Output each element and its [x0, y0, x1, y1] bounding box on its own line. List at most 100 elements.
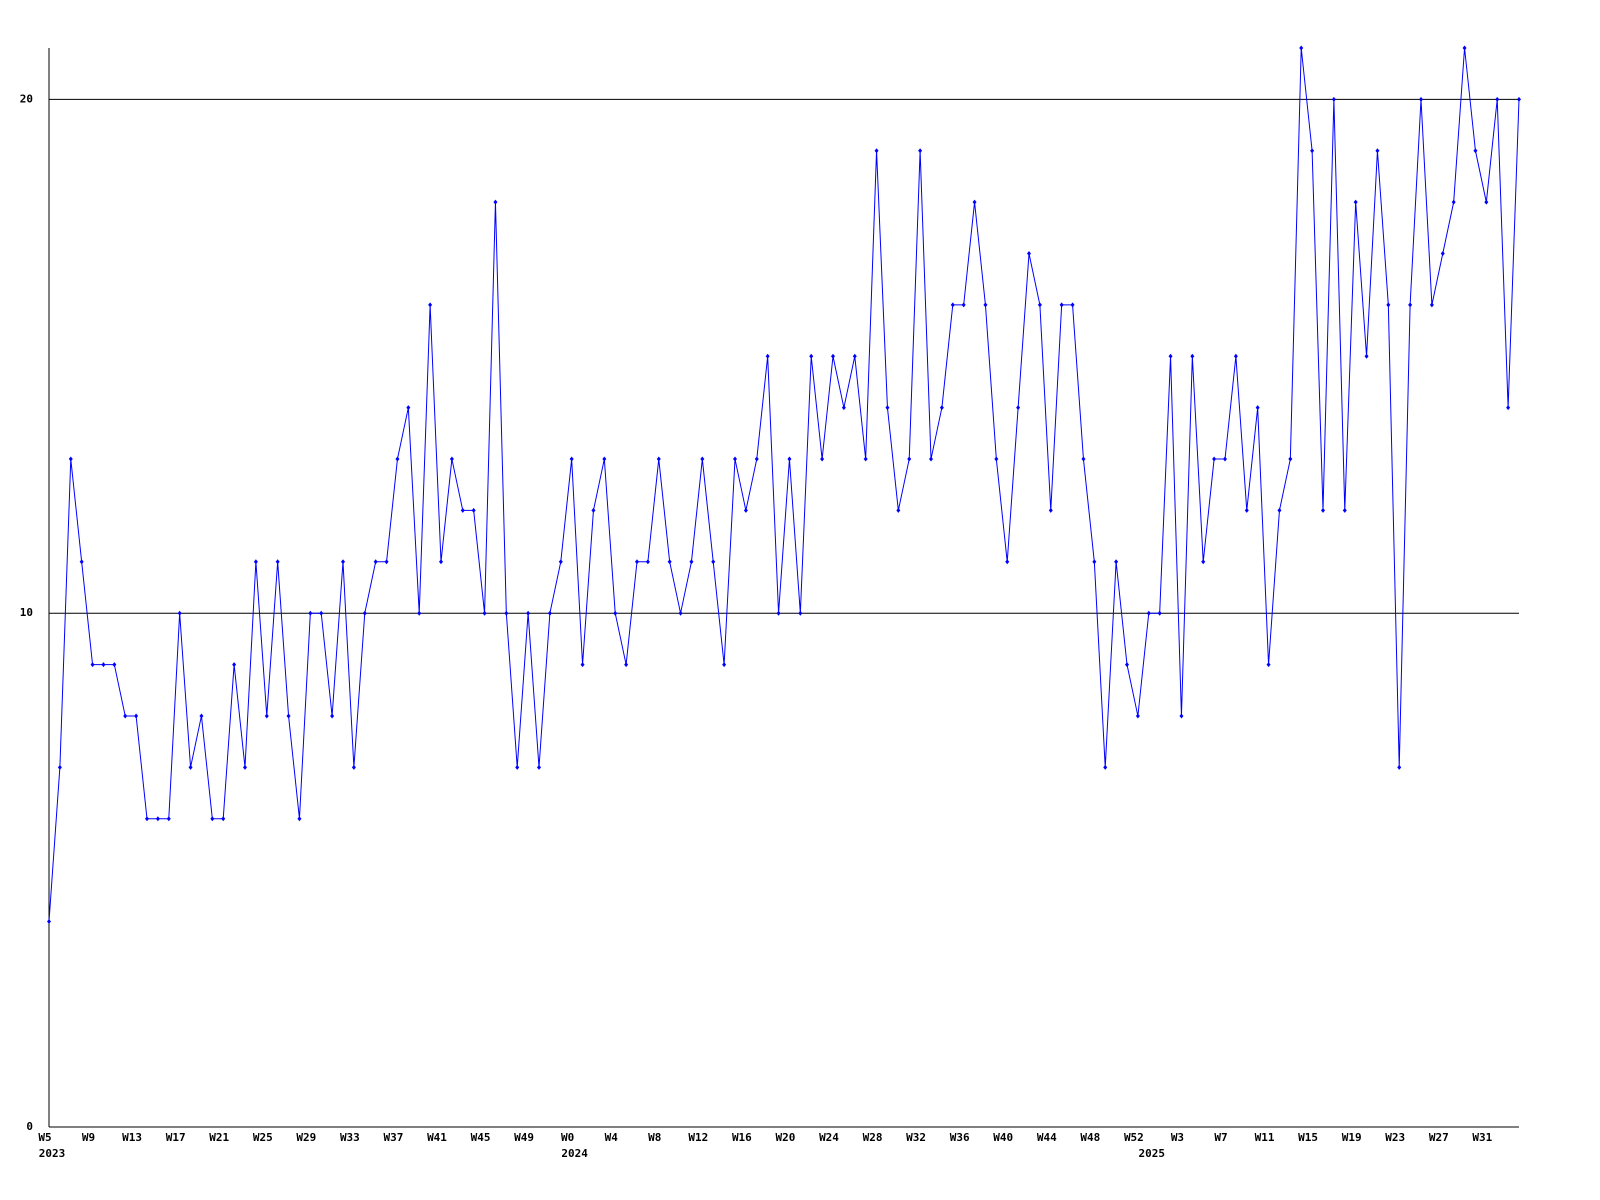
point [558, 559, 563, 565]
point [754, 456, 759, 462]
point [47, 918, 51, 924]
point [264, 713, 269, 719]
x-tick-label: W24 [819, 1131, 839, 1144]
x-tick-label: W28 [863, 1131, 883, 1144]
point [1429, 302, 1434, 308]
x-tick-label: W25 [253, 1131, 273, 1144]
point [232, 662, 237, 668]
point [1342, 507, 1347, 513]
x-tick-label: W12 [688, 1131, 708, 1144]
point [1255, 405, 1260, 411]
point [1233, 353, 1238, 359]
point [439, 559, 443, 565]
point [1103, 764, 1108, 770]
point [874, 148, 879, 154]
x-tick-label: W7 [1214, 1131, 1227, 1144]
point [428, 302, 433, 308]
point [362, 610, 367, 616]
x-tick-label: W8 [648, 1131, 661, 1144]
point [1310, 148, 1315, 154]
point [406, 405, 411, 411]
year-label: 2024 [561, 1147, 588, 1160]
point [1081, 456, 1086, 462]
point [1168, 353, 1173, 359]
point [1517, 96, 1521, 102]
point [907, 456, 912, 462]
point [547, 610, 552, 616]
point [885, 405, 890, 411]
point [449, 456, 454, 462]
point [656, 456, 661, 462]
point [645, 559, 650, 565]
x-tick-label: W45 [471, 1131, 491, 1144]
point [1212, 456, 1217, 462]
x-tick-label: W4 [605, 1131, 619, 1144]
point [1016, 405, 1021, 411]
point [1048, 507, 1053, 513]
point [841, 405, 846, 411]
point [482, 610, 487, 616]
x-tick-label: W36 [950, 1131, 970, 1144]
x-tick-label: W0 [561, 1131, 574, 1144]
point [929, 456, 933, 462]
point [820, 456, 825, 462]
point [678, 610, 683, 616]
point [134, 713, 139, 719]
point [275, 559, 280, 565]
x-tick-label: W5 [38, 1131, 51, 1144]
point [1005, 559, 1010, 565]
x-tick-label: W49 [514, 1131, 534, 1144]
point [1495, 96, 1500, 102]
point [1114, 559, 1119, 565]
x-tick-label: W17 [166, 1131, 186, 1144]
point [145, 816, 149, 822]
point [1408, 302, 1413, 308]
point [1092, 559, 1097, 565]
point [1440, 251, 1445, 257]
point [1125, 662, 1129, 668]
point [918, 148, 923, 154]
point [1059, 302, 1064, 308]
x-tick-label: W33 [340, 1131, 360, 1144]
x-tick-label: W3 [1171, 1131, 1184, 1144]
point [1397, 764, 1402, 770]
point [580, 662, 585, 668]
point [972, 199, 977, 205]
y-tick-label: 0 [26, 1120, 33, 1133]
point [1375, 148, 1380, 154]
year-label: 2025 [1139, 1147, 1166, 1160]
point [79, 559, 84, 565]
point [613, 610, 618, 616]
point [733, 456, 737, 462]
point [1506, 405, 1511, 411]
point [373, 559, 378, 565]
point [297, 816, 302, 822]
x-tick-label: W41 [427, 1131, 447, 1144]
point [711, 559, 716, 565]
x-tick-label: W40 [993, 1131, 1013, 1144]
point [57, 764, 62, 770]
point [961, 302, 966, 308]
x-tick-label: W31 [1472, 1131, 1492, 1144]
point [776, 610, 781, 616]
point [852, 353, 857, 359]
point [994, 456, 999, 462]
point [101, 662, 106, 668]
year-label: 2023 [39, 1147, 66, 1160]
point [177, 610, 182, 616]
point [1473, 148, 1478, 154]
line [48, 47, 1520, 922]
point [1419, 96, 1423, 102]
point [1266, 662, 1271, 668]
point [1157, 610, 1162, 616]
x-tick-label: W16 [732, 1131, 752, 1144]
point [90, 662, 95, 668]
x-tick-label: W44 [1037, 1131, 1057, 1144]
point [155, 816, 160, 822]
point [1027, 251, 1031, 257]
point [667, 559, 672, 565]
point [417, 610, 422, 616]
point [1070, 302, 1075, 308]
x-tick-label: W37 [384, 1131, 404, 1144]
point [112, 662, 117, 668]
